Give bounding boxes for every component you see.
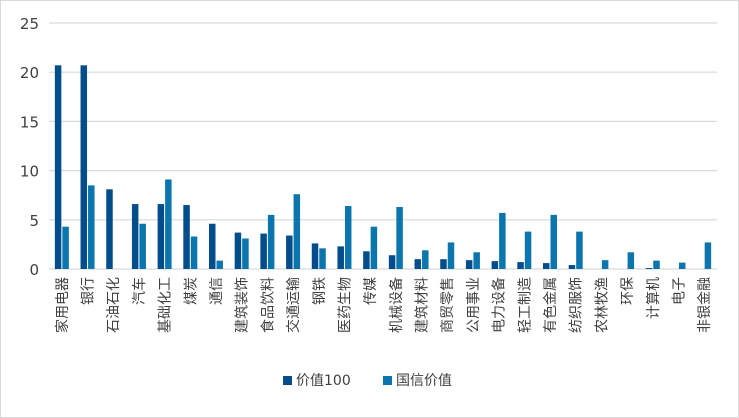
bar-value100 — [209, 223, 216, 269]
bar-value100 — [337, 246, 344, 269]
bar-guoxin — [62, 226, 69, 269]
bar-value100 — [183, 205, 190, 269]
bar-guoxin — [422, 250, 429, 269]
bar-value100 — [106, 189, 113, 269]
x-tick-label: 煤炭 — [183, 277, 199, 305]
legend-swatch — [383, 376, 392, 385]
bar-value100 — [80, 65, 88, 269]
bar-value100 — [157, 204, 165, 269]
x-tick-label: 机械设备 — [388, 277, 405, 333]
bar-guoxin — [319, 248, 326, 269]
y-tick-label: 20 — [20, 64, 39, 82]
bar-guoxin — [473, 252, 480, 269]
x-tick-label: 通信 — [209, 277, 225, 305]
legend-label: 国信价值 — [396, 373, 452, 389]
bar-guoxin — [344, 206, 352, 269]
bar-value100 — [465, 260, 473, 269]
x-tick-label: 纺织服饰 — [569, 277, 585, 333]
bar-guoxin — [139, 223, 146, 269]
bar-value100 — [363, 251, 370, 269]
bar-guoxin — [653, 260, 660, 269]
bar-guoxin — [216, 260, 223, 269]
legend-swatch — [283, 376, 292, 385]
bar-guoxin — [447, 242, 455, 269]
y-tick-label: 0 — [29, 261, 39, 279]
bar-guoxin — [267, 214, 275, 269]
x-tick-label: 银行 — [81, 277, 97, 305]
x-tick-label: 建筑装饰 — [235, 277, 251, 333]
bar-guoxin — [627, 252, 635, 269]
bar-value100 — [131, 204, 139, 269]
bar-value100 — [543, 263, 550, 269]
bar-value100 — [440, 259, 447, 269]
x-tick-label: 传媒 — [363, 277, 379, 305]
legend-label: 价值100 — [296, 373, 351, 389]
y-tick-label: 25 — [20, 15, 39, 33]
x-tick-label: 计算机 — [646, 277, 662, 319]
x-tick-label: 电子 — [671, 277, 687, 305]
bar-guoxin — [499, 212, 506, 269]
bar-guoxin — [242, 238, 249, 269]
bar-value100 — [311, 243, 319, 269]
bar-value100 — [388, 255, 396, 269]
bar-guoxin — [601, 260, 609, 269]
x-tick-label: 基础化工 — [157, 277, 174, 333]
bar-guoxin — [370, 226, 378, 269]
bar-value100 — [491, 261, 499, 269]
bar-value100 — [260, 233, 267, 269]
x-tick-label: 有色金属 — [542, 277, 559, 333]
x-tick-label: 轻工制造 — [517, 277, 533, 333]
bar-guoxin — [704, 242, 712, 269]
x-tick-label: 石油石化 — [106, 277, 122, 333]
y-tick-label: 15 — [20, 113, 39, 131]
bar-guoxin — [678, 262, 686, 269]
x-tick-label: 建筑材料 — [415, 277, 431, 333]
y-tick-label: 10 — [20, 163, 39, 181]
bar-guoxin — [550, 214, 557, 269]
bar-guoxin — [396, 207, 403, 269]
bar-guoxin — [88, 185, 95, 269]
bar-guoxin — [165, 179, 172, 269]
bar-value100 — [234, 232, 242, 269]
bar-value100 — [568, 265, 576, 269]
bar-value100 — [54, 65, 62, 269]
x-tick-label: 农林牧渔 — [594, 277, 610, 333]
x-tick-label: 家用电器 — [54, 277, 71, 333]
bar-guoxin — [190, 236, 198, 269]
bar-value100 — [414, 259, 422, 269]
x-tick-label: 交通运输 — [285, 277, 302, 333]
x-tick-label: 电力设备 — [491, 277, 508, 333]
x-tick-label: 商贸零售 — [440, 277, 456, 333]
bar-value100 — [645, 268, 653, 269]
x-tick-label: 非银金融 — [697, 277, 713, 333]
x-tick-label: 公用事业 — [466, 277, 482, 333]
bar-guoxin — [576, 231, 583, 269]
bar-value100 — [286, 235, 293, 269]
x-tick-label: 钢铁 — [312, 277, 328, 305]
bar-value100 — [517, 262, 524, 269]
x-tick-label: 食品饮料 — [259, 277, 276, 333]
x-tick-label: 医药生物 — [337, 277, 353, 333]
bar-guoxin — [293, 194, 301, 269]
x-tick-label: 环保 — [620, 277, 636, 305]
x-tick-label: 汽车 — [131, 277, 148, 305]
bar-guoxin — [524, 231, 532, 269]
y-tick-label: 5 — [29, 212, 39, 230]
